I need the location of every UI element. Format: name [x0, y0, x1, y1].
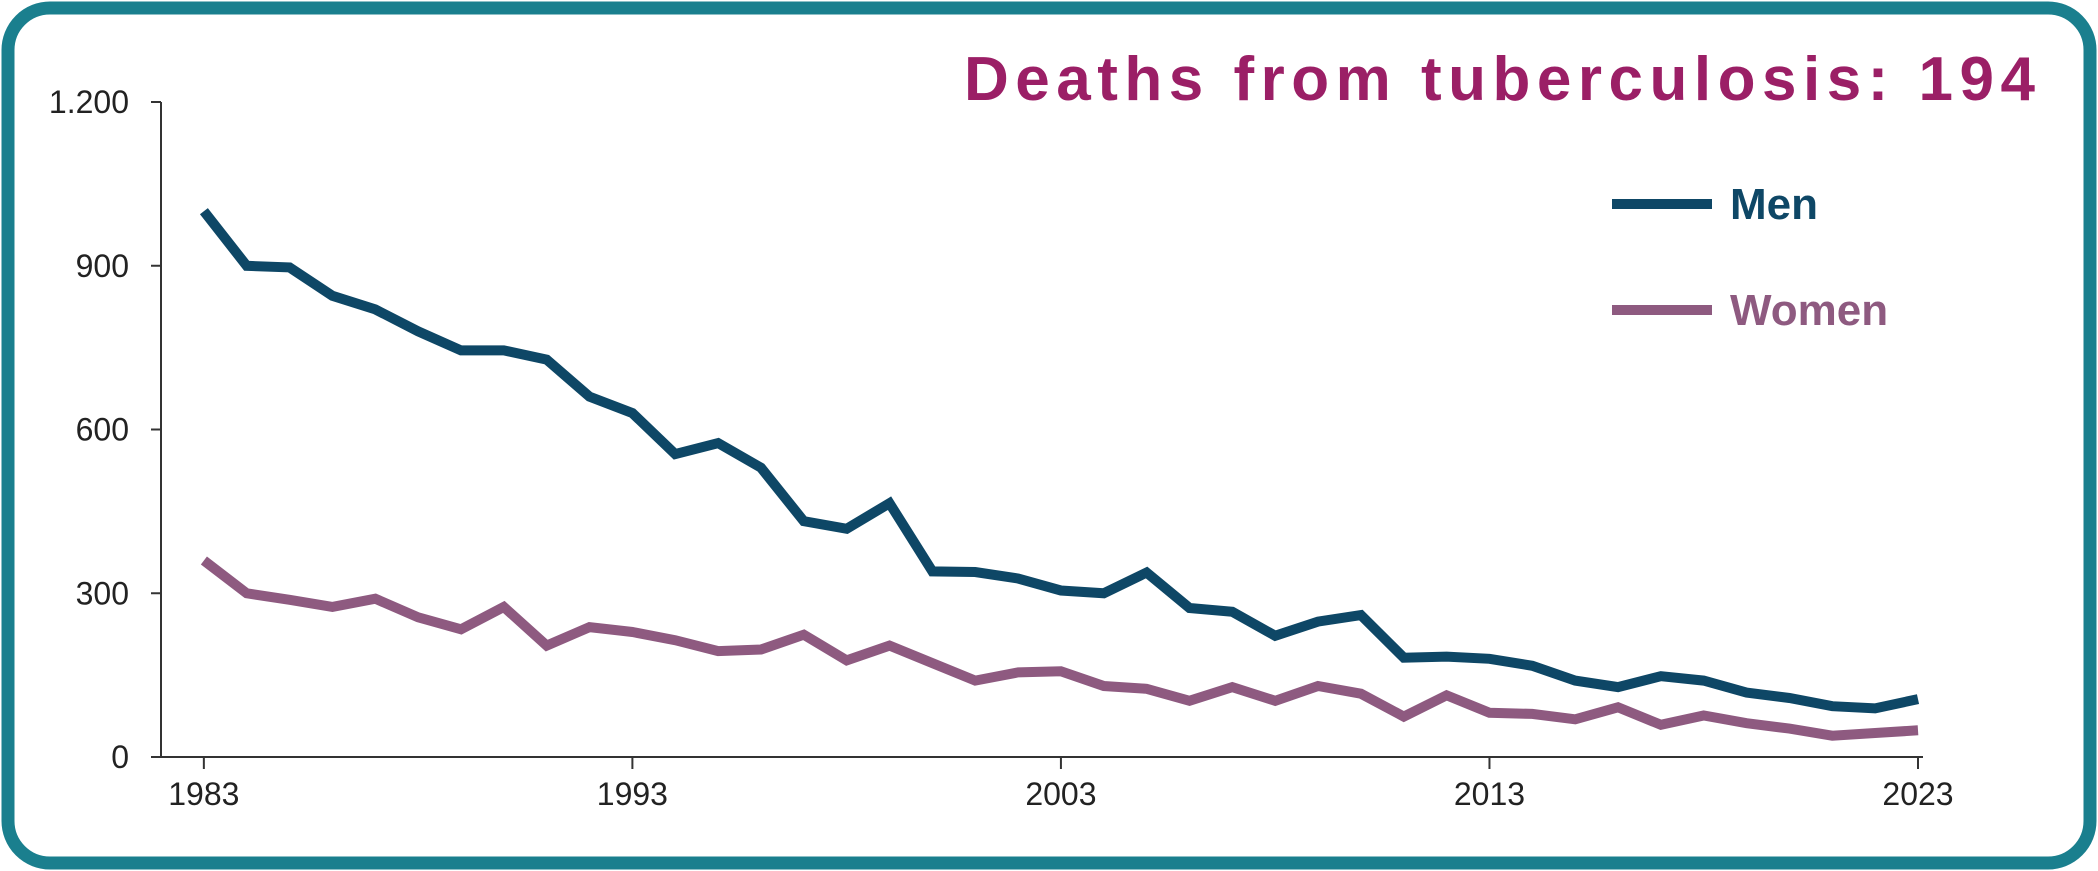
y-tick-label: 1.200 [49, 84, 129, 120]
x-tick-label: 1983 [168, 776, 239, 812]
y-tick-label: 300 [76, 575, 129, 611]
line-series [199, 208, 1920, 714]
legend-label: Women [1730, 286, 1888, 335]
line-series [200, 556, 1919, 741]
x-tick-label: 2013 [1454, 776, 1525, 812]
legend-label: Men [1730, 180, 1818, 229]
y-tick-label: 900 [76, 248, 129, 284]
y-tick-label: 600 [76, 412, 129, 448]
x-tick-label: 2003 [1025, 776, 1096, 812]
x-tick-label: 2023 [1882, 776, 1953, 812]
y-tick-label: 0 [111, 739, 129, 775]
x-tick-label: 1993 [597, 776, 668, 812]
chart-title: Deaths from tuberculosis: 194 [964, 45, 2036, 114]
